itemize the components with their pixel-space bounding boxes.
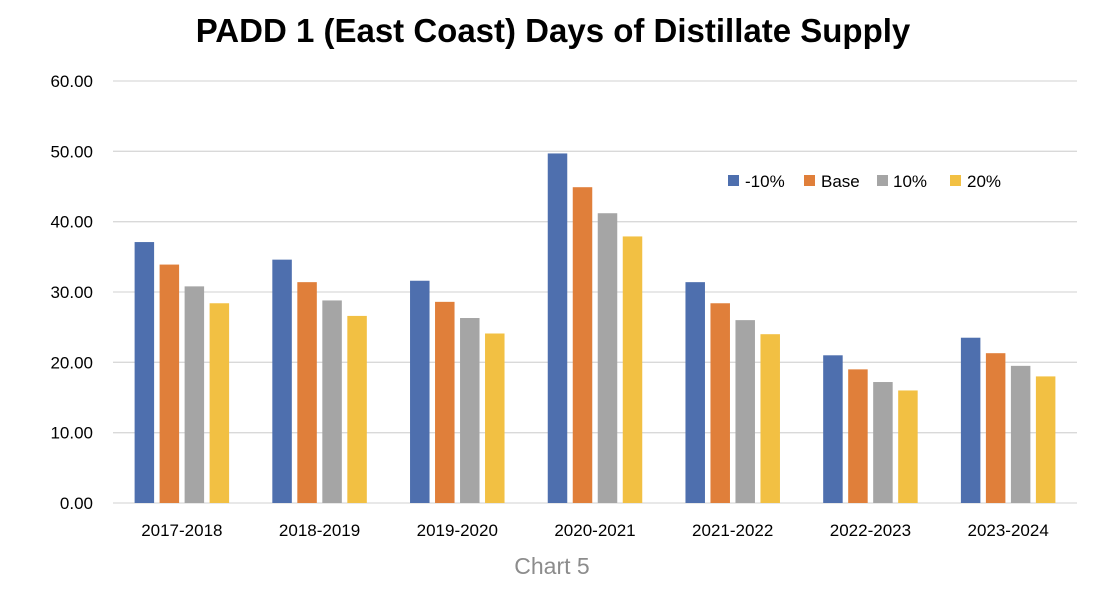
x-tick-label: 2019-2020	[417, 521, 498, 540]
y-tick-label: 0.00	[60, 494, 93, 513]
bar	[460, 318, 480, 503]
y-tick-label: 30.00	[50, 283, 93, 302]
bar	[485, 333, 505, 503]
x-tick-label: 2022-2023	[830, 521, 911, 540]
legend-swatch	[804, 175, 815, 186]
bar	[347, 315, 367, 503]
y-tick-label: 10.00	[50, 424, 93, 443]
y-tick-label: 60.00	[50, 72, 93, 91]
legend-label: 20%	[967, 172, 1001, 191]
chart-caption: Chart 5	[514, 553, 590, 579]
legend-label: 10%	[893, 172, 927, 191]
bar	[848, 369, 868, 503]
legend-label: Base	[821, 172, 860, 191]
bar	[823, 355, 843, 503]
bar	[159, 264, 180, 503]
bar	[134, 242, 155, 503]
x-tick-label: 2017-2018	[141, 521, 222, 540]
bar	[985, 353, 1006, 503]
bar	[1010, 365, 1031, 503]
bar	[710, 303, 730, 503]
x-tick-label: 2020-2021	[554, 521, 635, 540]
y-tick-label: 50.00	[50, 142, 93, 161]
bar	[597, 213, 618, 503]
x-tick-label: 2021-2022	[692, 521, 773, 540]
bar	[272, 259, 292, 503]
legend: -10% Base 10% 20%	[728, 172, 1001, 191]
bar	[873, 382, 893, 503]
legend-swatch	[728, 175, 739, 186]
bar	[410, 280, 430, 503]
bar	[184, 286, 205, 503]
bar	[735, 320, 755, 503]
bar	[572, 187, 593, 503]
x-tick-label: 2018-2019	[279, 521, 360, 540]
y-axis-tick-labels: 0.00 10.00 20.00 30.00 40.00 50.00 60.00	[50, 72, 93, 513]
chart-title: PADD 1 (East Coast) Days of Distillate S…	[195, 12, 911, 49]
legend-label: -10%	[745, 172, 785, 191]
bar	[322, 300, 342, 503]
bars	[134, 153, 1056, 504]
x-axis-tick-labels: 2017-2018 2018-2019 2019-2020 2020-2021 2021…	[141, 521, 1049, 540]
bar	[622, 236, 643, 504]
bar	[960, 337, 981, 503]
y-tick-label: 40.00	[50, 213, 93, 232]
legend-swatch	[877, 175, 888, 186]
bar	[209, 303, 230, 503]
bar	[297, 282, 317, 503]
bar	[898, 390, 918, 503]
legend-swatch	[950, 175, 961, 186]
bar	[760, 334, 780, 503]
bar	[547, 153, 568, 503]
x-tick-label: 2023-2024	[967, 521, 1048, 540]
bar	[435, 301, 455, 503]
gridlines	[113, 80, 1077, 504]
bar	[1035, 376, 1056, 503]
y-tick-label: 20.00	[50, 353, 93, 372]
bar	[685, 282, 705, 503]
